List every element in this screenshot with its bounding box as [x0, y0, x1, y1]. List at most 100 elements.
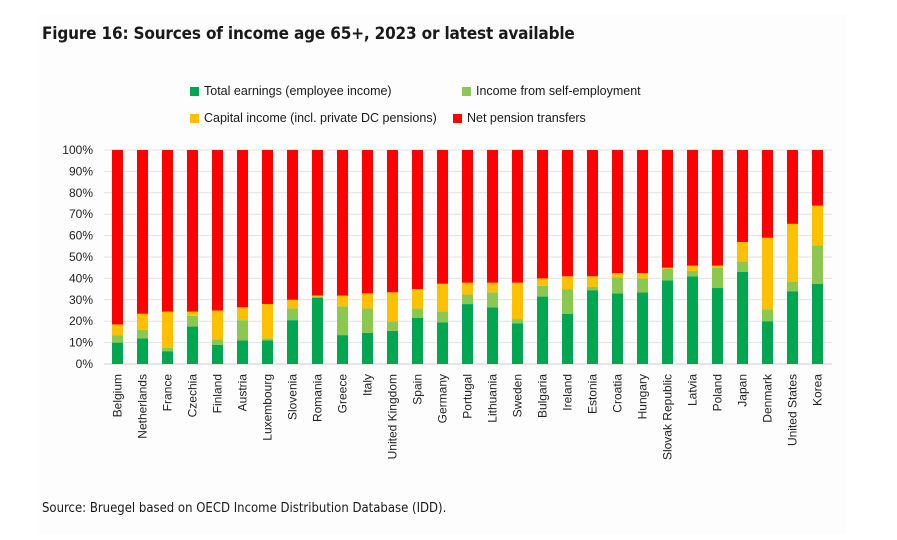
bar-segment-capital [762, 237, 773, 310]
bar-segment-earnings [687, 276, 698, 364]
bar-segment-capital [312, 295, 323, 297]
x-tick-label: Romania [311, 374, 325, 422]
bar-segment-pension [212, 150, 223, 311]
bar-segment-pension [312, 150, 323, 296]
bar-stack [362, 150, 373, 364]
x-tick-label: United States [786, 374, 800, 446]
bar-stack [262, 150, 273, 364]
bar-segment-pension [162, 150, 173, 312]
x-tick-label: Korea [811, 374, 825, 406]
bar-stack [162, 150, 173, 364]
bar-stack [512, 150, 523, 364]
x-tick-label: Czechia [186, 374, 200, 418]
x-tick-label: Netherlands [136, 374, 150, 439]
bar-segment-capital [712, 265, 723, 268]
y-tick-label: 70% [69, 207, 93, 221]
bar-segment-capital [562, 276, 573, 290]
x-tick-label: France [161, 374, 175, 412]
bar-stack [287, 150, 298, 364]
bar-segment-self-employment [687, 270, 698, 277]
bar-segment-self-employment [262, 338, 273, 341]
bar-segment-earnings [212, 344, 223, 364]
legend-swatch-total-earnings [190, 86, 199, 96]
bar-segment-capital [787, 223, 798, 282]
bar-segment-self-employment [712, 267, 723, 289]
bar-segment-pension [762, 150, 773, 238]
bar-segment-earnings [437, 322, 448, 364]
bar-segment-self-employment [387, 321, 398, 331]
bar-stack [337, 150, 348, 364]
bar-stack [587, 150, 598, 364]
bar-segment-earnings [487, 307, 498, 364]
bar-segment-self-employment [287, 308, 298, 321]
x-tick-label: Bulgaria [536, 374, 550, 418]
x-tick-label: Austria [236, 374, 250, 412]
bar-segment-pension [562, 150, 573, 277]
bar-segment-pension [187, 150, 198, 312]
bar-stack [112, 150, 123, 364]
bar-segment-self-employment [462, 294, 473, 305]
legend-swatch-capital-income [190, 113, 199, 123]
x-tick-label: Portugal [461, 374, 475, 419]
bar-segment-earnings [737, 271, 748, 364]
x-tick-label: Belgium [111, 374, 125, 417]
bar-stack [662, 150, 673, 364]
x-tick-label: Finland [211, 374, 225, 413]
bar-segment-capital [362, 293, 373, 309]
bar-segment-earnings [762, 321, 773, 364]
bar-segment-pension [487, 150, 498, 283]
x-tick-label: Estonia [586, 374, 600, 414]
bar-stack [487, 150, 498, 364]
x-tick-label: Denmark [761, 373, 775, 423]
bar-segment-self-employment [512, 319, 523, 324]
legend-label-capital-income: Capital income (incl. private DC pension… [204, 111, 437, 125]
bar-segment-earnings [362, 332, 373, 364]
x-tick-label: Lithuania [486, 374, 500, 423]
bar-segment-pension [262, 150, 273, 305]
bar-segment-pension [362, 150, 373, 294]
bar-segment-earnings [187, 326, 198, 364]
y-tick-label: 20% [69, 314, 93, 328]
source-note: Source: Bruegel based on OECD Income Dis… [42, 501, 447, 516]
bar-segment-self-employment [762, 309, 773, 322]
bar-segment-self-employment [362, 308, 373, 333]
bar-segment-self-employment [662, 268, 673, 281]
bar-stack [187, 150, 198, 364]
legend-item-self-employment: Income from self-employment [462, 84, 641, 98]
bar-segment-pension [537, 150, 548, 279]
bar-segment-self-employment [612, 277, 623, 294]
bar-segment-pension [637, 150, 648, 274]
bar-stack [437, 150, 448, 364]
bar-segment-pension [787, 150, 798, 224]
x-tick-label: Spain [411, 374, 425, 405]
bar-segment-capital [112, 324, 123, 336]
bar-segment-earnings [412, 317, 423, 364]
bar-segment-pension [337, 150, 348, 296]
bar-segment-capital [462, 282, 473, 295]
bar-segment-self-employment [587, 286, 598, 291]
bar-segment-capital [737, 242, 748, 262]
x-tick-label: Luxembourg [261, 374, 275, 441]
bar-segment-self-employment [637, 278, 648, 293]
bar-segment-pension [462, 150, 473, 283]
bar-segment-self-employment [812, 245, 823, 284]
bar-segment-earnings [712, 288, 723, 364]
bar-segment-capital [387, 292, 398, 322]
bar-segment-self-employment [537, 285, 548, 297]
x-tick-label: Italy [361, 374, 375, 396]
x-tick-label: Poland [711, 374, 725, 411]
bar-segment-pension [112, 150, 123, 325]
bar-segment-capital [612, 273, 623, 278]
bar-stack [537, 150, 548, 364]
legend-label-total-earnings: Total earnings (employee income) [204, 84, 392, 98]
bar-stack [312, 150, 323, 364]
bar-stack [762, 150, 773, 364]
bar-stack [737, 150, 748, 364]
bar-segment-capital [537, 278, 548, 286]
legend-label-net-pension: Net pension transfers [467, 111, 586, 125]
y-tick-label: 50% [69, 250, 93, 264]
bar-segment-pension [137, 150, 148, 314]
bar-segment-self-employment [412, 308, 423, 318]
bar-stack [462, 150, 473, 364]
